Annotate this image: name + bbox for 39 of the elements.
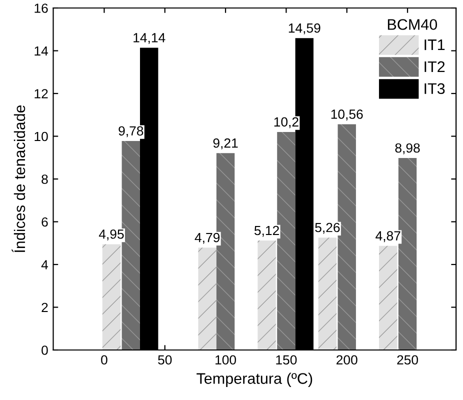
legend-title: BCM40 <box>388 19 438 30</box>
bar <box>277 132 296 350</box>
bar <box>258 240 276 350</box>
x-axis-title: Temperatura (ºC) <box>196 372 312 387</box>
data-label: 10,56 <box>331 110 363 120</box>
bar <box>379 246 398 350</box>
data-label: 14,59 <box>288 23 320 34</box>
data-label: 9,21 <box>213 138 238 150</box>
y-tick-label: 10 <box>34 132 48 142</box>
bar <box>198 248 216 350</box>
x-tick-label: 50 <box>158 355 172 365</box>
y-tick-label: 0 <box>42 346 48 355</box>
y-tick-label: 14 <box>34 46 48 56</box>
x-tick-label: 100 <box>216 355 236 365</box>
data-label: 5,26 <box>315 222 340 234</box>
y-tick-label: 6 <box>42 217 48 227</box>
y-tick-label: 8 <box>42 174 48 184</box>
y-tick-label: 12 <box>34 89 48 98</box>
x-tick-label: 0 <box>101 355 108 365</box>
y-tick-label: 16 <box>34 4 48 13</box>
legend-label: IT1 <box>424 40 445 50</box>
bar <box>102 244 121 350</box>
legend-label: IT3 <box>424 83 445 94</box>
data-label: 4,95 <box>98 229 124 240</box>
data-label: 10,2 <box>274 117 298 128</box>
y-tick-label: 4 <box>41 260 48 270</box>
y-axis-title: Índices de tenacidade <box>12 105 26 252</box>
x-tick-label: 200 <box>336 355 358 365</box>
x-tick-label: 150 <box>276 355 297 365</box>
data-label: 14,14 <box>134 33 166 44</box>
data-label: 4,79 <box>194 232 220 244</box>
data-label: 5,12 <box>254 226 279 237</box>
data-label: 9,78 <box>118 126 144 138</box>
data-label: 8,98 <box>395 143 420 154</box>
bar <box>318 238 337 350</box>
y-tick-label: 2 <box>42 302 48 312</box>
x-tick-label: 250 <box>397 355 418 365</box>
legend-label: IT2 <box>424 61 445 72</box>
data-label: 4,87 <box>376 231 400 242</box>
